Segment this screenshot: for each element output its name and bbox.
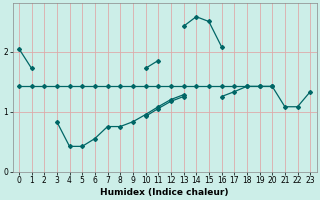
X-axis label: Humidex (Indice chaleur): Humidex (Indice chaleur) — [100, 188, 229, 197]
